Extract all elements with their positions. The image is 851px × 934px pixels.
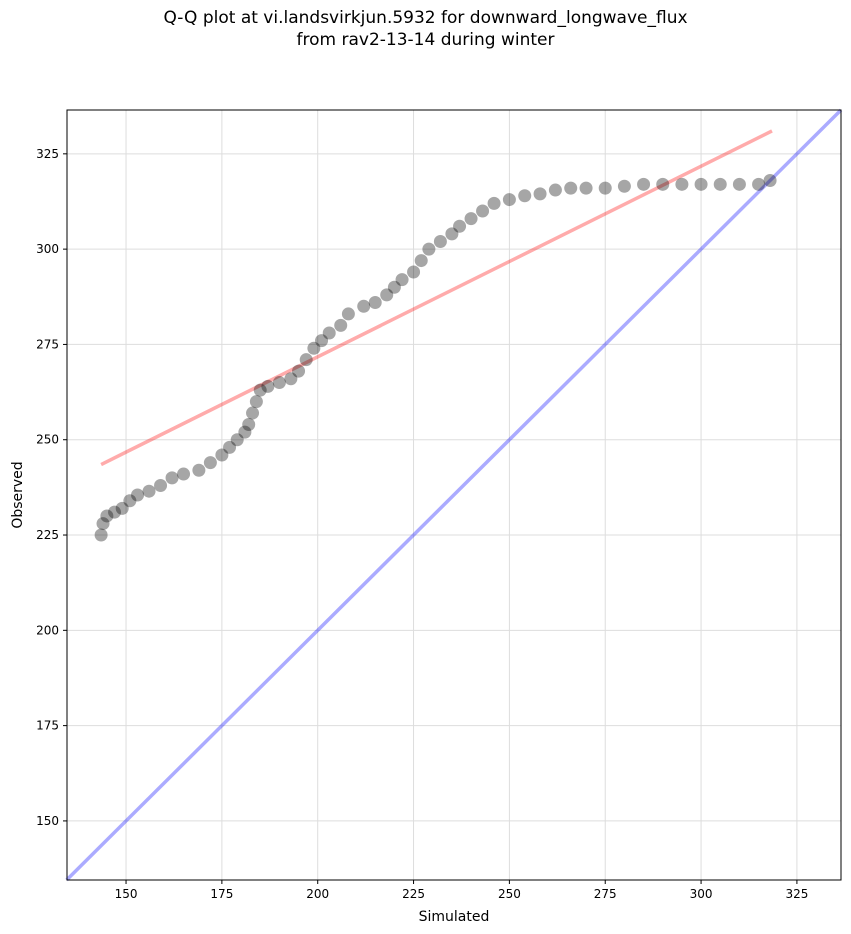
data-point bbox=[154, 478, 168, 492]
y-tick-label: 325 bbox=[36, 147, 59, 161]
data-point bbox=[502, 193, 516, 207]
data-point bbox=[215, 448, 229, 462]
x-tick-label: 275 bbox=[594, 887, 617, 901]
data-point bbox=[253, 383, 267, 397]
data-point bbox=[487, 196, 501, 210]
chart-subtitle: from rav2-13-14 during winter bbox=[296, 30, 555, 50]
data-point bbox=[261, 379, 275, 393]
data-point bbox=[395, 273, 409, 287]
y-tick-label: 175 bbox=[36, 719, 59, 733]
data-point bbox=[315, 334, 329, 348]
y-axis-label: Observed bbox=[10, 461, 26, 528]
data-point bbox=[249, 395, 263, 409]
data-point bbox=[637, 177, 651, 191]
data-point bbox=[284, 372, 298, 386]
data-point bbox=[598, 181, 612, 195]
data-point bbox=[100, 509, 114, 523]
x-tick-label: 175 bbox=[210, 887, 233, 901]
data-point bbox=[357, 299, 371, 313]
y-tick-label: 225 bbox=[36, 528, 59, 542]
x-tick-label: 150 bbox=[115, 887, 138, 901]
data-point bbox=[96, 517, 110, 531]
identity-line bbox=[65, 108, 843, 882]
x-tick-label: 250 bbox=[498, 887, 521, 901]
data-point bbox=[131, 488, 145, 502]
x-tick-label: 300 bbox=[690, 887, 713, 901]
data-point bbox=[192, 463, 206, 477]
data-point bbox=[272, 376, 286, 390]
data-point bbox=[732, 177, 746, 191]
data-point bbox=[476, 204, 490, 218]
data-point bbox=[407, 265, 421, 279]
data-point bbox=[579, 181, 593, 195]
data-point bbox=[548, 183, 562, 197]
data-point bbox=[518, 189, 532, 203]
data-point bbox=[123, 494, 137, 508]
x-tick-label: 325 bbox=[785, 887, 808, 901]
data-point bbox=[445, 227, 459, 241]
data-point bbox=[292, 364, 306, 378]
data-point bbox=[341, 307, 355, 321]
data-point bbox=[656, 177, 670, 191]
data-point bbox=[177, 467, 191, 481]
y-tick-label: 150 bbox=[36, 814, 59, 828]
plot-frame bbox=[66, 109, 842, 881]
data-point bbox=[142, 484, 156, 498]
data-point bbox=[414, 254, 428, 268]
y-tick-label: 275 bbox=[36, 337, 59, 351]
data-point bbox=[246, 406, 260, 420]
data-point bbox=[387, 280, 401, 294]
data-point bbox=[380, 288, 394, 302]
data-point bbox=[230, 433, 244, 447]
data-point bbox=[322, 326, 336, 340]
data-point bbox=[203, 456, 217, 470]
data-point bbox=[108, 505, 122, 519]
data-point bbox=[368, 296, 382, 309]
y-tick-label: 250 bbox=[36, 433, 59, 447]
data-point bbox=[334, 318, 348, 332]
data-point bbox=[242, 417, 256, 431]
data-point bbox=[238, 425, 252, 439]
data-point bbox=[464, 212, 478, 226]
data-point bbox=[564, 181, 578, 195]
data-point bbox=[453, 219, 467, 233]
x-tick-label: 225 bbox=[402, 887, 425, 901]
data-point bbox=[533, 187, 547, 201]
y-tick-label: 200 bbox=[36, 623, 59, 637]
data-point bbox=[299, 353, 313, 367]
data-point bbox=[307, 341, 321, 355]
data-point bbox=[713, 177, 727, 191]
data-point bbox=[223, 440, 237, 454]
data-point bbox=[675, 177, 689, 191]
data-point bbox=[752, 177, 766, 191]
data-point bbox=[617, 179, 631, 193]
data-point bbox=[165, 471, 179, 485]
data-point bbox=[694, 177, 708, 191]
y-tick-label: 300 bbox=[36, 242, 59, 256]
data-point bbox=[422, 242, 436, 256]
data-point bbox=[763, 174, 777, 188]
data-point bbox=[433, 235, 447, 249]
chart-title: Q-Q plot at vi.landsvirkjun.5932 for dow… bbox=[163, 8, 688, 28]
x-tick-label: 200 bbox=[306, 887, 329, 901]
x-axis-label: Simulated bbox=[419, 909, 490, 925]
data-point bbox=[115, 501, 129, 515]
data-point bbox=[94, 528, 108, 542]
fit-line bbox=[100, 129, 773, 467]
